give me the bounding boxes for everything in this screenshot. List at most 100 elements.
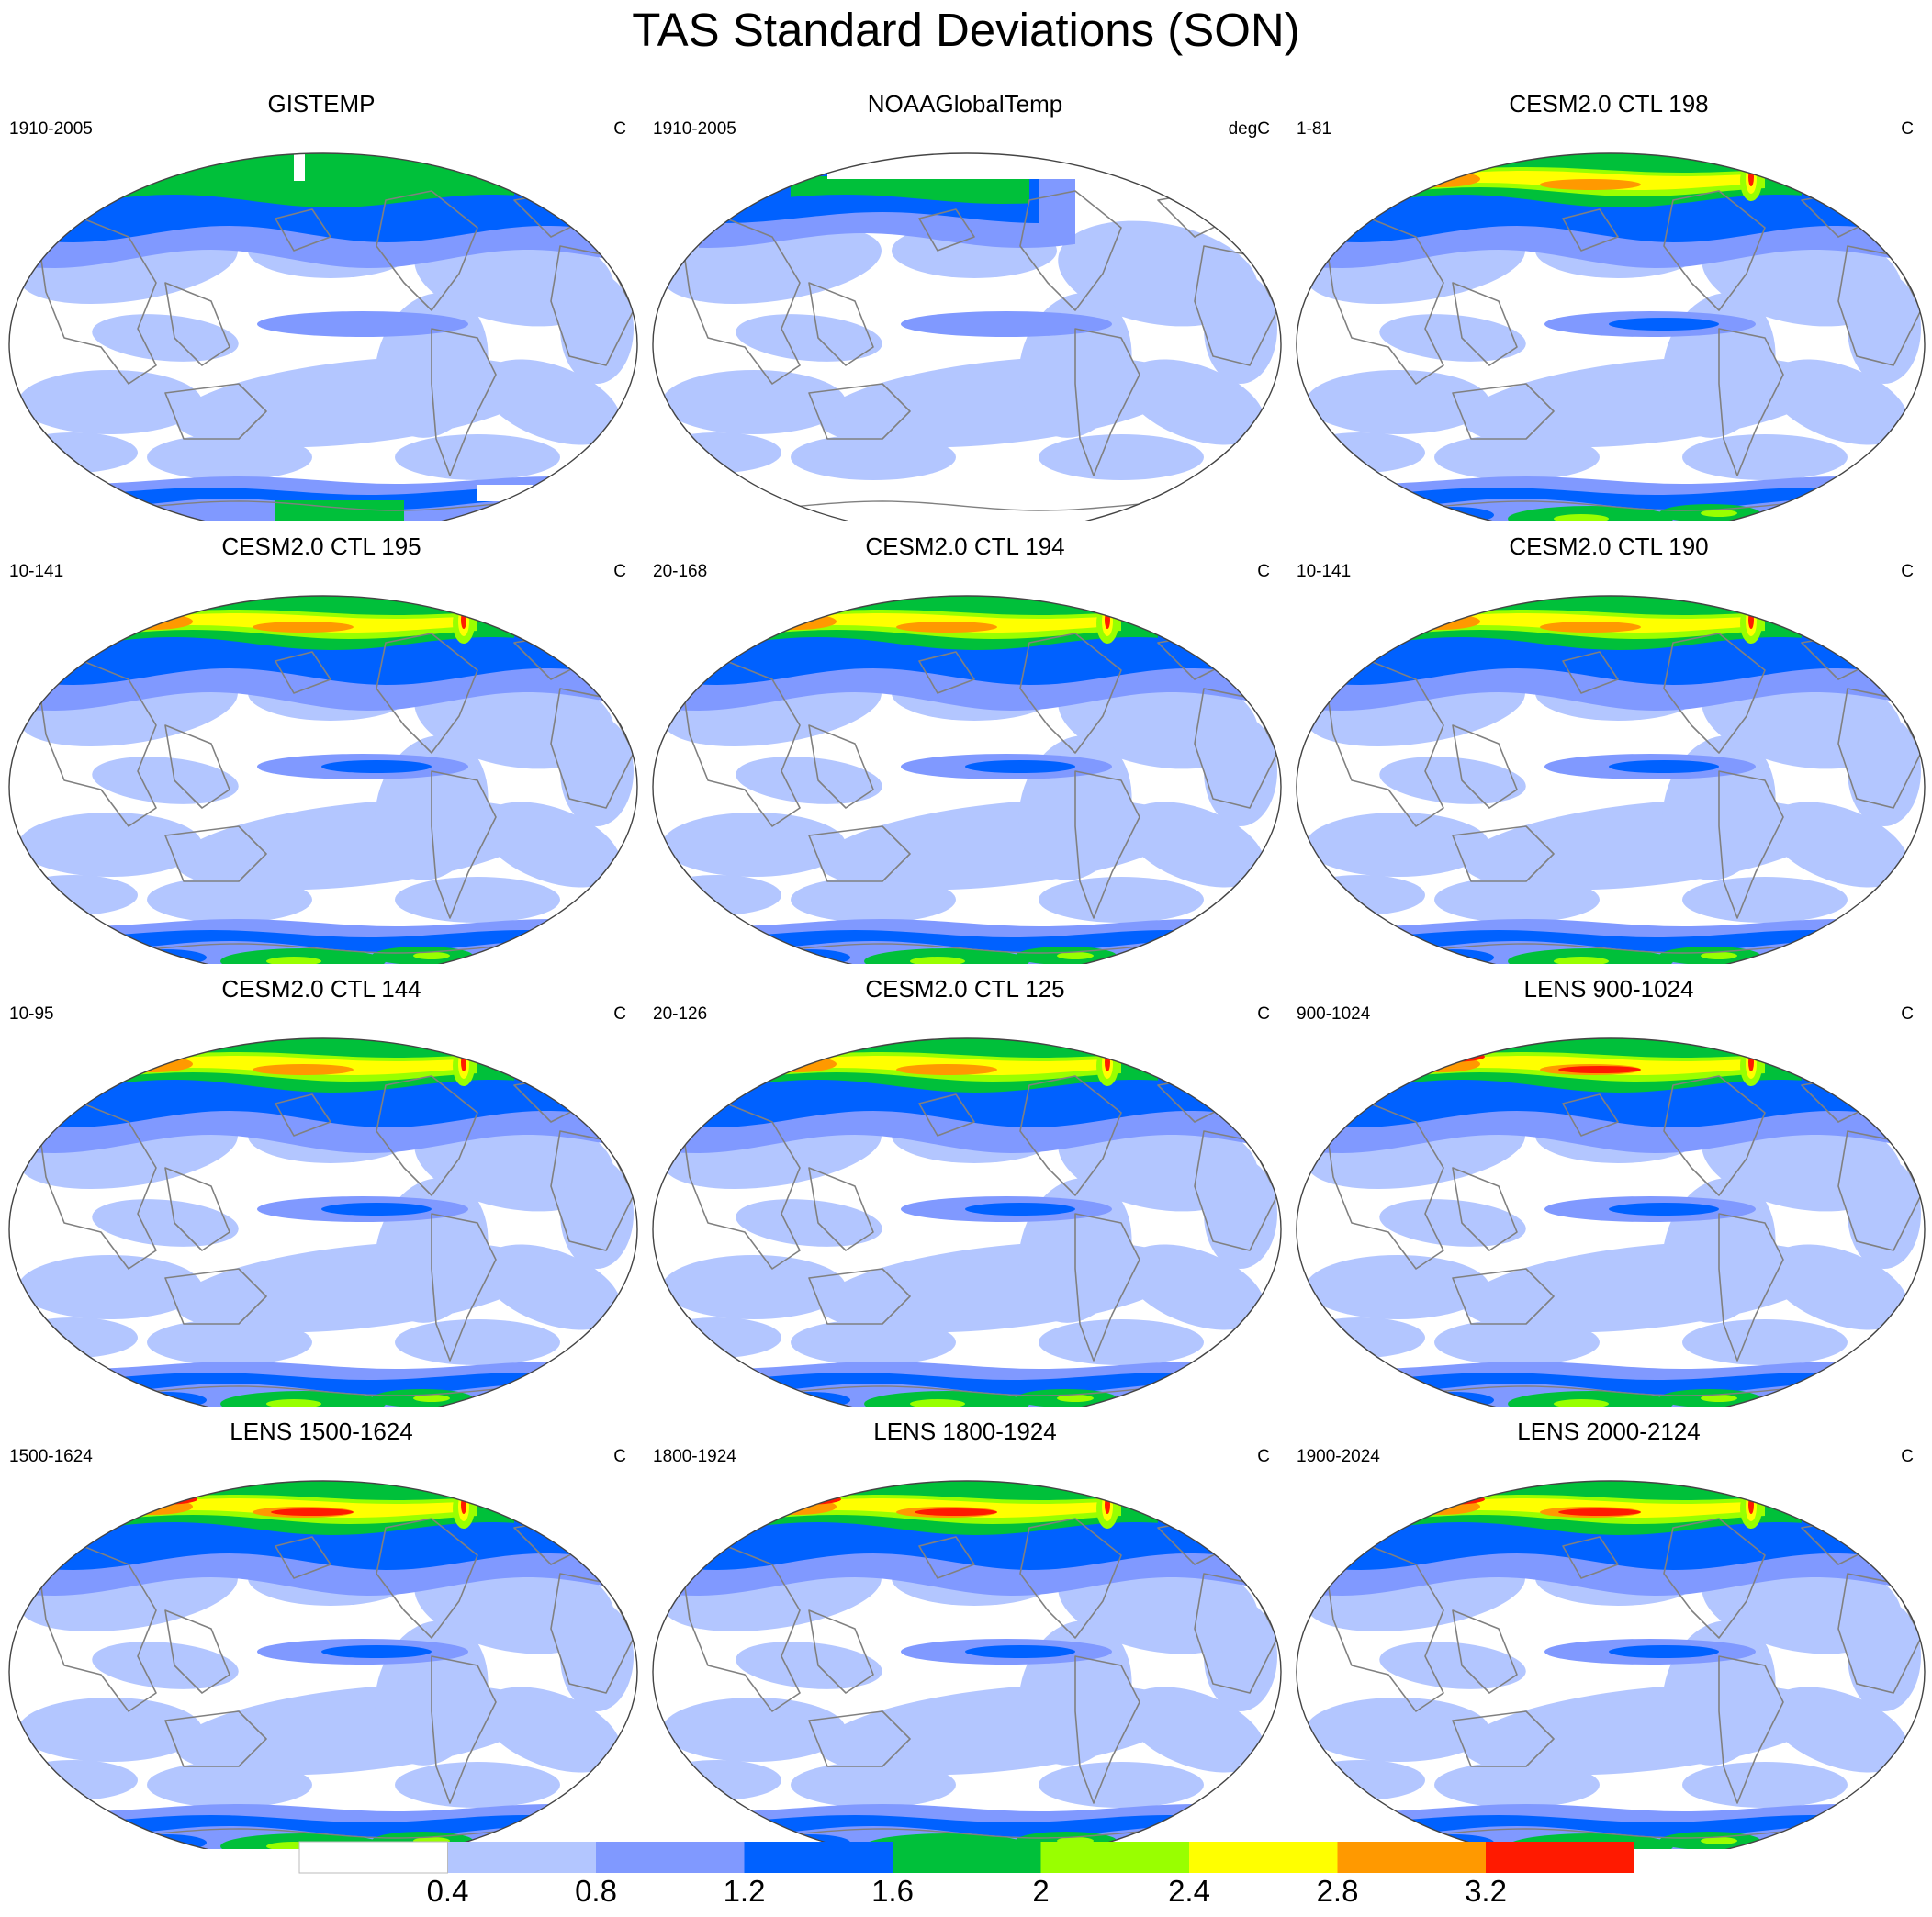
coastline bbox=[698, 943, 1232, 964]
panel-title: CESM2.0 CTL 190 bbox=[1509, 532, 1709, 560]
colorbar-tick-label: 0.8 bbox=[575, 1874, 617, 1908]
panel-title: CESM2.0 CTL 144 bbox=[221, 975, 421, 1003]
contour-region bbox=[1609, 1203, 1719, 1216]
panel-title: LENS 2000-2124 bbox=[1517, 1418, 1701, 1445]
contour-region bbox=[9, 432, 138, 473]
contour-region bbox=[1609, 1645, 1719, 1658]
coastline bbox=[1562, 1093, 1619, 1137]
map-panel: GISTEMP 1910-2005 C bbox=[0, 90, 643, 521]
contour-region bbox=[1379, 314, 1526, 362]
panel-units-label: C bbox=[1901, 1004, 1914, 1024]
contour-region bbox=[736, 314, 882, 362]
coastline bbox=[698, 1828, 1232, 1849]
coastline bbox=[431, 1655, 497, 1804]
map-plot bbox=[652, 595, 1282, 964]
contour-region bbox=[1434, 877, 1600, 923]
coastline bbox=[1342, 500, 1876, 521]
contour-region bbox=[92, 314, 239, 362]
coastline bbox=[275, 208, 331, 252]
coastline bbox=[164, 383, 267, 440]
panel-period-label: 10-95 bbox=[9, 1004, 54, 1024]
coastline bbox=[918, 208, 975, 252]
colorbar-tick-label: 2.8 bbox=[1316, 1874, 1359, 1908]
panel-units-label: C bbox=[613, 562, 626, 581]
coastline bbox=[1019, 1075, 1122, 1196]
map-panel: LENS 1500-1624 1500-1624 C bbox=[0, 1418, 643, 1849]
panel-units-label: degC bbox=[1228, 119, 1270, 139]
panel-period-label: 1-81 bbox=[1297, 119, 1332, 139]
map-boundary bbox=[1296, 1480, 1926, 1849]
contour-region bbox=[257, 311, 468, 337]
coastline bbox=[698, 1385, 1232, 1407]
map-plot bbox=[652, 1480, 1282, 1849]
contour-region bbox=[791, 434, 956, 480]
coastline bbox=[680, 218, 801, 385]
panel-units-label: C bbox=[1257, 1004, 1270, 1024]
contour-region bbox=[1297, 1760, 1425, 1800]
map-boundary bbox=[8, 1037, 638, 1407]
coastline bbox=[808, 1710, 911, 1767]
contour-region bbox=[662, 1698, 846, 1762]
coastline bbox=[698, 500, 1232, 521]
panel-units-label: C bbox=[1257, 562, 1270, 581]
contour-region bbox=[18, 813, 202, 877]
coastline bbox=[36, 1545, 157, 1712]
coastline bbox=[808, 825, 911, 882]
coastline bbox=[1342, 1828, 1876, 1849]
coastline bbox=[918, 651, 975, 694]
map-boundary bbox=[1296, 595, 1926, 964]
map-plot bbox=[1296, 1480, 1926, 1849]
figure-title: TAS Standard Deviations (SON) bbox=[632, 4, 1300, 56]
contour-region bbox=[1682, 1319, 1848, 1365]
map-panel: LENS 900-1024 900-1024 C bbox=[1287, 975, 1930, 1407]
contour-region bbox=[560, 274, 634, 384]
map-plot bbox=[8, 1480, 638, 1849]
panel-period-label: 1910-2005 bbox=[653, 119, 736, 139]
colorbar-tick-label: 1.6 bbox=[871, 1874, 914, 1908]
contour-region bbox=[1609, 760, 1719, 773]
coastline bbox=[36, 1103, 157, 1270]
contour-region bbox=[147, 1319, 312, 1365]
map-panel: CESM2.0 CTL 198 1-81 C bbox=[1287, 90, 1930, 521]
map-panel: NOAAGlobalTemp 1910-2005 degC bbox=[644, 90, 1286, 521]
contour-region bbox=[1434, 1762, 1600, 1808]
colorbar-tick-label: 1.2 bbox=[723, 1874, 766, 1908]
coastline bbox=[1323, 1545, 1444, 1712]
map-boundary bbox=[652, 595, 1282, 964]
contour-region bbox=[395, 1319, 560, 1365]
coastline bbox=[431, 1213, 497, 1362]
contour-region bbox=[1204, 1601, 1277, 1711]
coastline bbox=[1019, 1518, 1122, 1639]
panel-title: GISTEMP bbox=[267, 90, 376, 118]
contour-region bbox=[1204, 274, 1277, 384]
coastline bbox=[54, 943, 589, 964]
contour-region bbox=[1039, 877, 1204, 923]
coastline bbox=[1452, 825, 1555, 882]
map-plot bbox=[1296, 595, 1926, 964]
contour-region bbox=[1306, 370, 1489, 434]
map-panel: CESM2.0 CTL 195 10-141 C bbox=[0, 532, 643, 964]
map-panel: CESM2.0 CTL 144 10-95 C bbox=[0, 975, 643, 1407]
map-panel: CESM2.0 CTL 194 20-168 C bbox=[644, 532, 1286, 964]
coastline bbox=[808, 383, 911, 440]
panel-period-label: 20-126 bbox=[653, 1004, 708, 1024]
contour-region bbox=[901, 311, 1112, 337]
contour-region bbox=[9, 1760, 138, 1800]
contour-region bbox=[92, 1642, 239, 1689]
panel-units-label: C bbox=[613, 119, 626, 139]
panel-period-label: 1500-1624 bbox=[9, 1447, 93, 1466]
coastline bbox=[680, 1103, 801, 1270]
contour-region bbox=[1204, 1159, 1277, 1269]
coastline bbox=[918, 1093, 975, 1137]
contour-region bbox=[395, 877, 560, 923]
coastline bbox=[54, 500, 589, 521]
contour-region bbox=[736, 1199, 882, 1247]
coastline bbox=[918, 1536, 975, 1579]
contour-region bbox=[1379, 1642, 1526, 1689]
coastline bbox=[1562, 208, 1619, 252]
contour-region bbox=[662, 813, 846, 877]
map-plot bbox=[1296, 152, 1926, 521]
coastline bbox=[1323, 1103, 1444, 1270]
contour-region bbox=[147, 1762, 312, 1808]
contour-region bbox=[1434, 1319, 1600, 1365]
